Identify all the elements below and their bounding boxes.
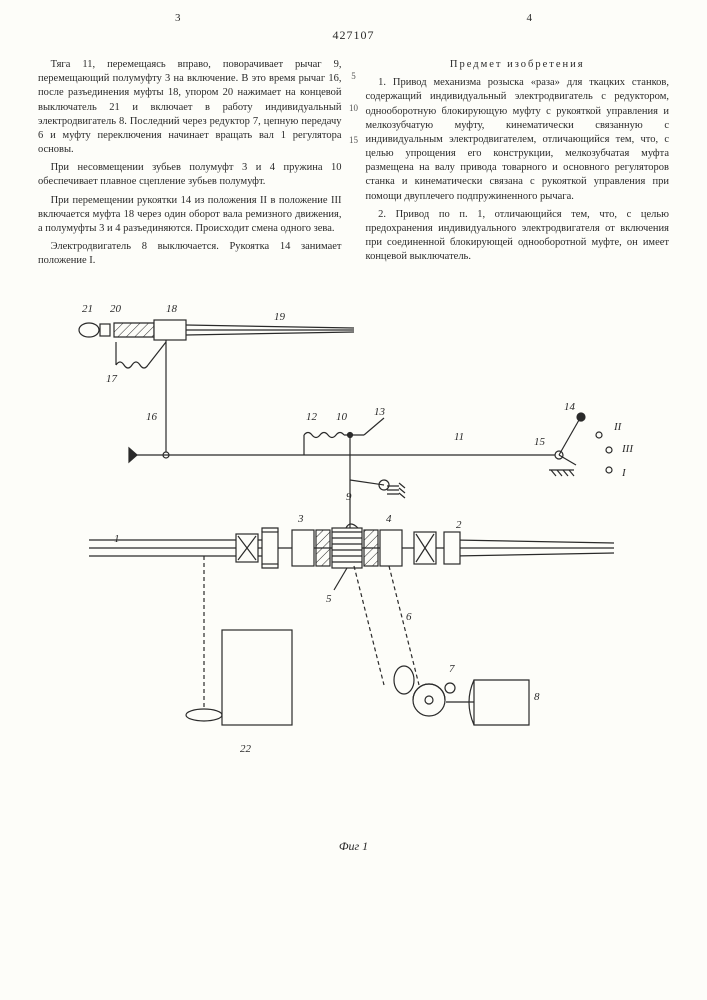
fig-label-13: 13 — [374, 406, 386, 418]
fig-label-15: 15 — [534, 436, 546, 448]
column-number-left: 3 — [175, 12, 181, 24]
figure-caption: Фиг 1 — [38, 839, 669, 854]
fig-pos-I: I — [621, 467, 627, 479]
fig-label-6: 6 — [406, 611, 412, 623]
right-column: Предмет изобретения 1. Привод механизма … — [366, 58, 670, 272]
subject-heading: Предмет изобретения — [366, 58, 670, 72]
figure-1: 21 20 18 19 17 16 12 10 13 11 15 14 II I… — [38, 290, 669, 854]
fig-label-19: 19 — [274, 311, 286, 323]
fig-label-16: 16 — [146, 411, 158, 423]
fig-label-17: 17 — [106, 373, 118, 385]
fig-label-3: 3 — [297, 513, 304, 525]
fig-label-14: 14 — [564, 401, 576, 413]
fig-label-1: 1 — [114, 533, 120, 545]
fig-label-4: 4 — [386, 513, 392, 525]
fig-label-11: 11 — [454, 431, 464, 443]
left-p2: При несовмещении зубьев полумуфт 3 и 4 п… — [38, 161, 342, 189]
claim-2: 2. Привод по п. 1, отличающийся тем, что… — [366, 208, 670, 265]
fig-label-12: 12 — [306, 411, 318, 423]
document-number: 427107 — [0, 28, 707, 43]
left-column: Тяга 11, перемещаясь вправо, поворачивае… — [38, 58, 342, 272]
column-number-right: 4 — [527, 12, 533, 24]
fig-label-10: 10 — [336, 411, 348, 423]
fig-label-21: 21 — [82, 303, 93, 315]
fig-label-7: 7 — [449, 663, 455, 675]
line-number-gutter: 5 10 15 — [349, 60, 358, 156]
claim-1: 1. Привод механизма розыска «раза» для т… — [366, 76, 670, 204]
left-p1: Тяга 11, перемещаясь вправо, поворачивае… — [38, 58, 342, 157]
fig-label-2: 2 — [456, 519, 462, 531]
mechanism-diagram: 21 20 18 19 17 16 12 10 13 11 15 14 II I… — [54, 290, 654, 830]
line-num-10: 10 — [349, 92, 358, 124]
left-p4: Электродвигатель 8 выключается. Рукоятка… — [38, 240, 342, 268]
fig-label-5: 5 — [326, 593, 332, 605]
fig-label-20: 20 — [110, 303, 122, 315]
line-num-15: 15 — [349, 124, 358, 156]
fig-label-9: 9 — [346, 491, 352, 503]
fig-label-18: 18 — [166, 303, 178, 315]
fig-label-22: 22 — [240, 743, 252, 755]
left-p3: При перемещении рукоятки 14 из положения… — [38, 194, 342, 237]
fig-pos-II: II — [613, 421, 623, 433]
line-num-5: 5 — [349, 60, 358, 92]
patent-page: 3 4 427107 5 10 15 Тяга 11, перемещаясь … — [0, 0, 707, 1000]
fig-pos-III: III — [621, 443, 634, 455]
fig-label-8: 8 — [534, 691, 540, 703]
